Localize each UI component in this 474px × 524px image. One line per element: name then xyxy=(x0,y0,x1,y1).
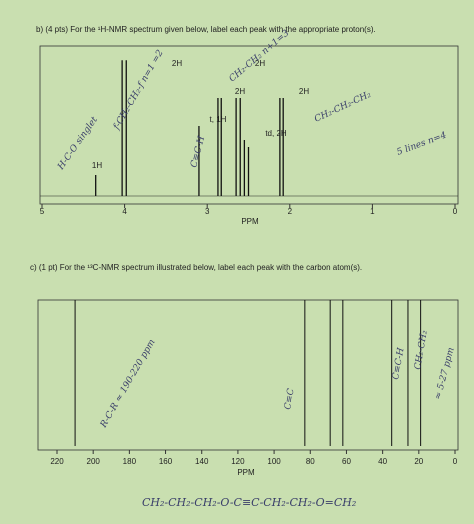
c-axis-label: PPM xyxy=(237,468,255,477)
x-tick-label: 60 xyxy=(342,457,351,466)
x-tick-label: 100 xyxy=(267,457,281,466)
x-tick-label: 200 xyxy=(87,457,101,466)
x-tick-label: 3 xyxy=(205,207,210,216)
h-spectrum-frame xyxy=(39,45,459,205)
peak-label: td, 2H xyxy=(265,129,287,138)
c-spectrum-frame xyxy=(37,299,459,451)
peak-label: 2H xyxy=(172,59,182,68)
x-tick-label: 80 xyxy=(306,457,315,466)
peak-label: 1H xyxy=(92,161,102,170)
question-c: c) (1 pt) For the ¹³C-NMR spectrum illus… xyxy=(30,263,362,272)
x-tick-label: 1 xyxy=(370,207,375,216)
x-tick-label: 160 xyxy=(159,457,173,466)
x-tick-label: 140 xyxy=(195,457,209,466)
x-tick-label: 220 xyxy=(50,457,64,466)
peak-label: 2H xyxy=(235,87,245,96)
h-axis-label: PPM xyxy=(241,217,259,226)
note: CH₂-CH₂-CH₂-O-C≡C-CH₂-CH₂-O=CH₂ xyxy=(142,496,356,509)
peak-label: t, 1H xyxy=(210,115,227,124)
peak-label: 2H xyxy=(255,59,265,68)
x-tick-label: 0 xyxy=(453,457,458,466)
peak-label: 2H xyxy=(299,87,309,96)
x-tick-label: 2 xyxy=(288,207,293,216)
x-tick-label: 180 xyxy=(123,457,137,466)
x-tick-label: 0 xyxy=(453,207,458,216)
x-tick-label: 4 xyxy=(122,207,127,216)
x-tick-label: 40 xyxy=(378,457,387,466)
note: C≡C xyxy=(283,388,297,411)
x-tick-label: 120 xyxy=(231,457,245,466)
x-tick-label: 5 xyxy=(40,207,45,216)
question-b: b) (4 pts) For the ¹H-NMR spectrum given… xyxy=(36,25,376,34)
x-tick-label: 20 xyxy=(414,457,423,466)
